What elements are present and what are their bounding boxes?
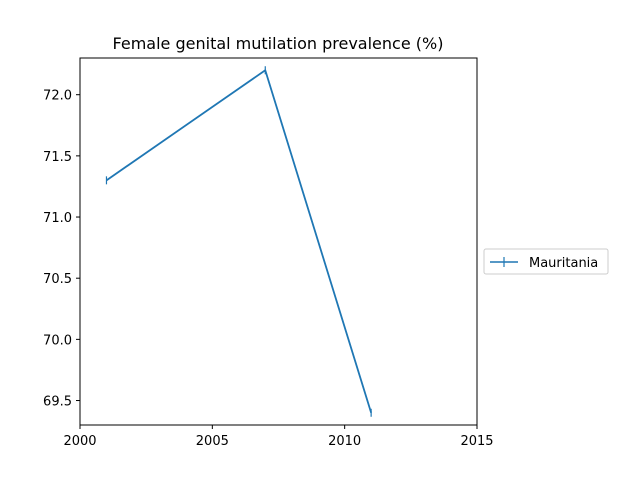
y-axis: 69.5 70.0 70.5 71.0 71.5 72.0 [43, 89, 80, 410]
x-tick-label: 2000 [63, 434, 96, 449]
y-tick-label: 69.5 [43, 395, 72, 410]
y-tick-label: 71.5 [43, 150, 72, 165]
plot-frame [79, 57, 478, 426]
y-tick-label: 70.0 [43, 333, 72, 348]
series-layer [105, 66, 372, 417]
y-tick-label: 71.0 [43, 211, 72, 226]
x-tick-label: 2005 [196, 434, 229, 449]
y-tick-label: 72.0 [43, 89, 72, 104]
y-tick-label: 70.5 [43, 272, 72, 287]
x-tick-label: 2010 [328, 434, 361, 449]
x-tick-label: 2015 [460, 434, 493, 449]
legend[interactable]: Mauritania [483, 248, 609, 275]
legend-label-mauritania: Mauritania [529, 256, 598, 271]
legend-box [483, 248, 609, 275]
x-axis: 2000 2005 2010 2015 [63, 425, 494, 449]
chart-title: Female genital mutilation prevalence (%) [113, 34, 444, 53]
